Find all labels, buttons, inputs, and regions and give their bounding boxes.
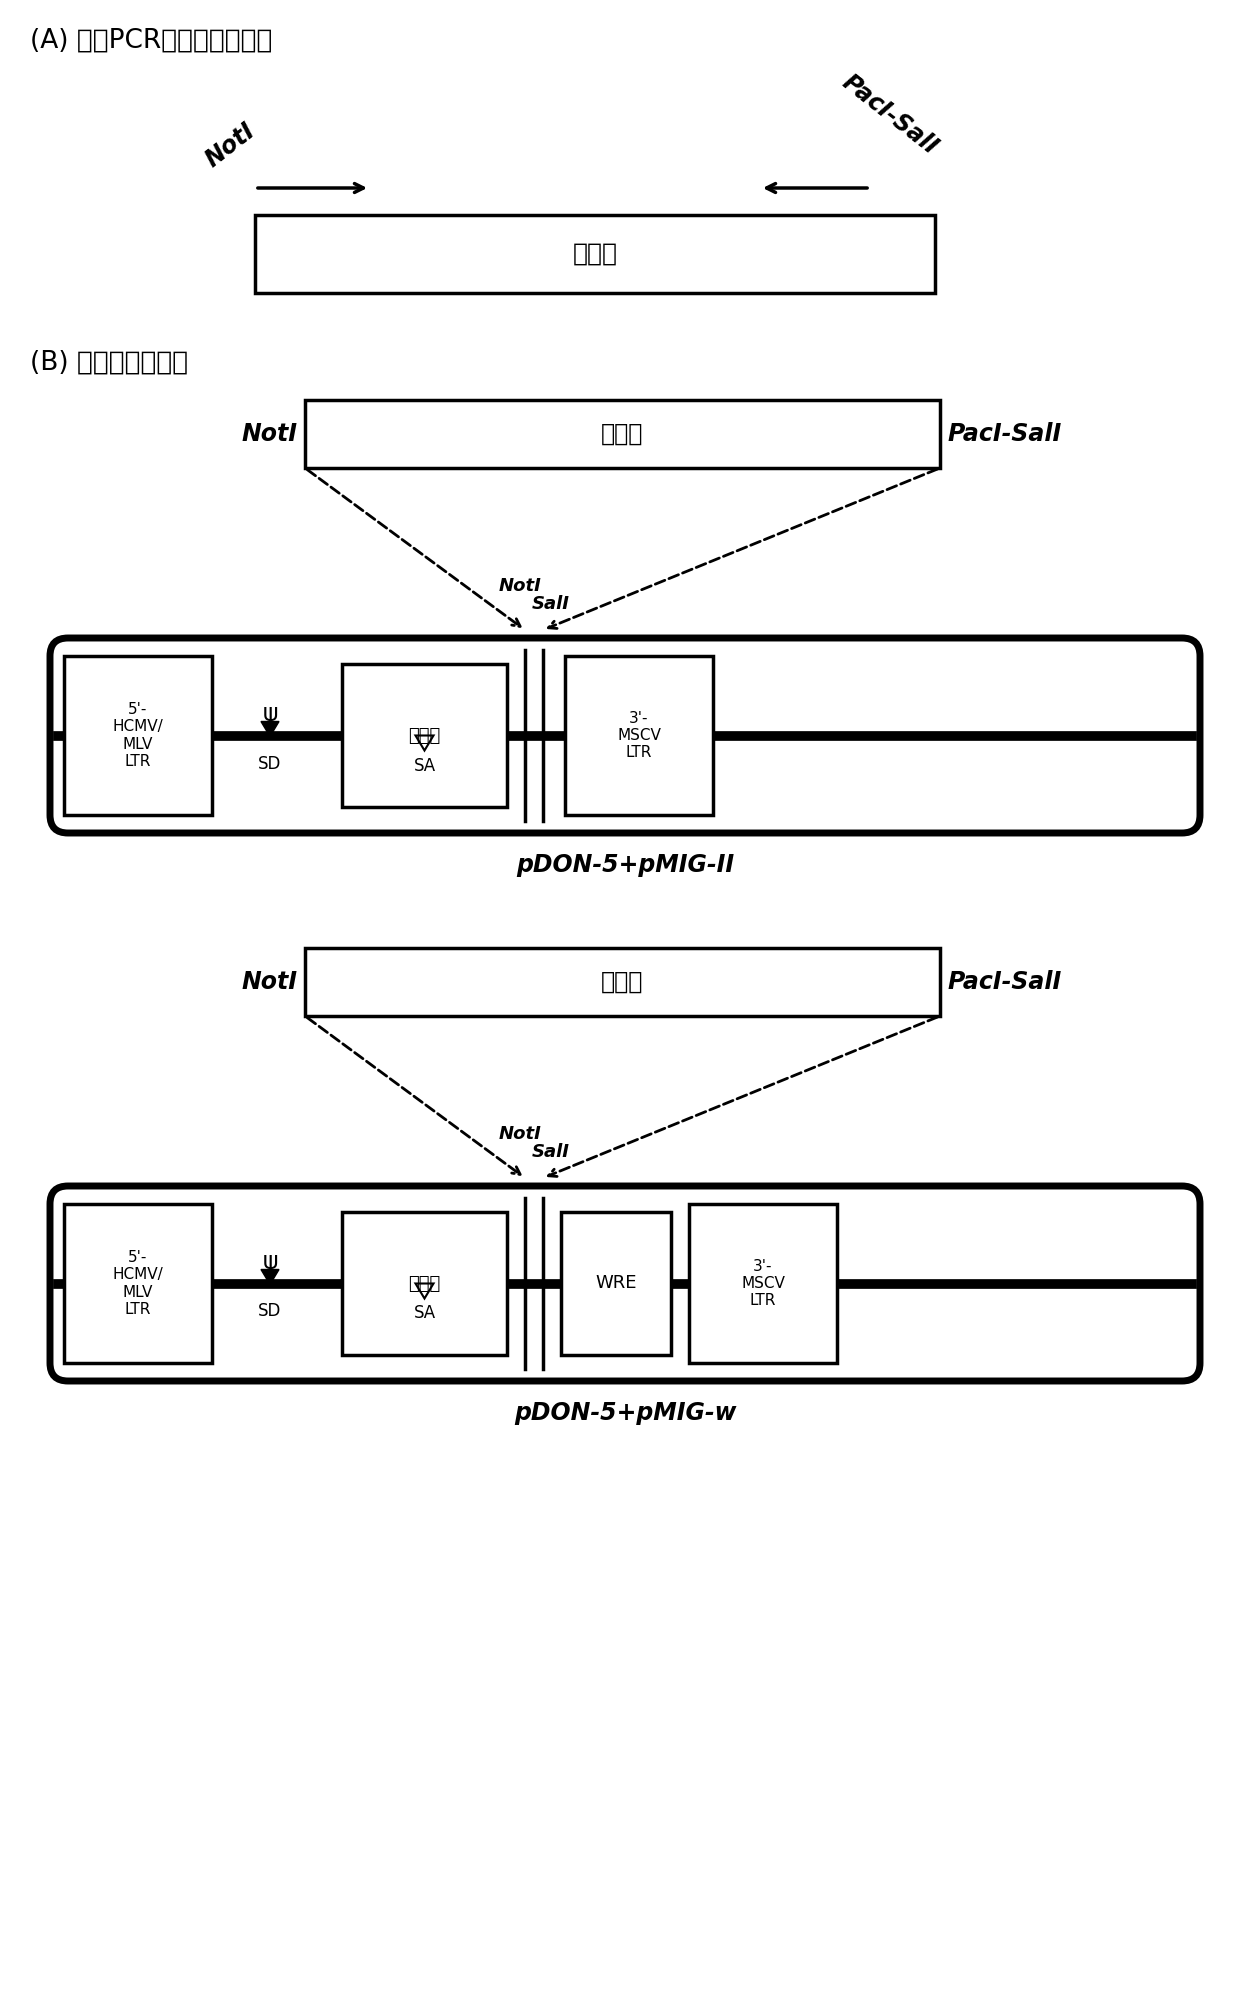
Text: SalI: SalI (532, 596, 570, 614)
Polygon shape (415, 1283, 434, 1299)
Text: 内含子: 内含子 (408, 727, 440, 745)
Text: 3'-
MSCV
LTR: 3'- MSCV LTR (618, 711, 661, 761)
Bar (689, 1203, 837, 1363)
Text: SA: SA (413, 1305, 435, 1323)
Text: SalI: SalI (532, 1143, 570, 1161)
Text: SD: SD (258, 1303, 281, 1321)
Bar (255, 215, 935, 293)
Text: NotI: NotI (498, 1125, 542, 1143)
Bar (305, 948, 940, 1016)
Text: NotI: NotI (241, 970, 298, 994)
Bar (342, 1211, 507, 1355)
Bar (560, 1211, 671, 1355)
Bar (565, 655, 713, 815)
Text: 5'-
HCMV/
MLV
LTR: 5'- HCMV/ MLV LTR (113, 701, 164, 769)
Text: pDON-5+pMIG-w: pDON-5+pMIG-w (513, 1400, 737, 1424)
Text: 填充物: 填充物 (573, 241, 618, 267)
Text: NotI: NotI (498, 578, 542, 596)
Text: 内含子: 内含子 (408, 1275, 440, 1293)
Bar (342, 663, 507, 807)
Bar (305, 400, 940, 468)
Text: 填充物: 填充物 (601, 970, 644, 994)
Bar (64, 1203, 212, 1363)
Text: (B) 克隆填充物片段: (B) 克隆填充物片段 (30, 351, 188, 376)
Text: ψ: ψ (262, 701, 278, 725)
Text: PacI-SalI: PacI-SalI (837, 70, 942, 159)
Polygon shape (260, 1269, 279, 1285)
Polygon shape (415, 735, 434, 751)
Text: WRE: WRE (595, 1275, 637, 1293)
Text: ψ: ψ (262, 1249, 278, 1273)
Bar (64, 655, 212, 815)
Text: SA: SA (413, 757, 435, 775)
Text: SD: SD (258, 755, 281, 773)
Polygon shape (260, 721, 279, 737)
Text: 5'-
HCMV/
MLV
LTR: 5'- HCMV/ MLV LTR (113, 1249, 164, 1317)
Text: pDON-5+pMIG-II: pDON-5+pMIG-II (516, 853, 734, 876)
Text: (A) 通过PCR连接限制酶位点: (A) 通过PCR连接限制酶位点 (30, 28, 273, 54)
Text: NotI: NotI (201, 118, 259, 171)
Text: 填充物: 填充物 (601, 422, 644, 446)
FancyBboxPatch shape (50, 1185, 1200, 1380)
Text: 3'-
MSCV
LTR: 3'- MSCV LTR (742, 1259, 785, 1309)
Text: NotI: NotI (241, 422, 298, 446)
FancyBboxPatch shape (50, 637, 1200, 833)
Text: PacI-SalI: PacI-SalI (949, 970, 1063, 994)
Text: PacI-SalI: PacI-SalI (949, 422, 1063, 446)
